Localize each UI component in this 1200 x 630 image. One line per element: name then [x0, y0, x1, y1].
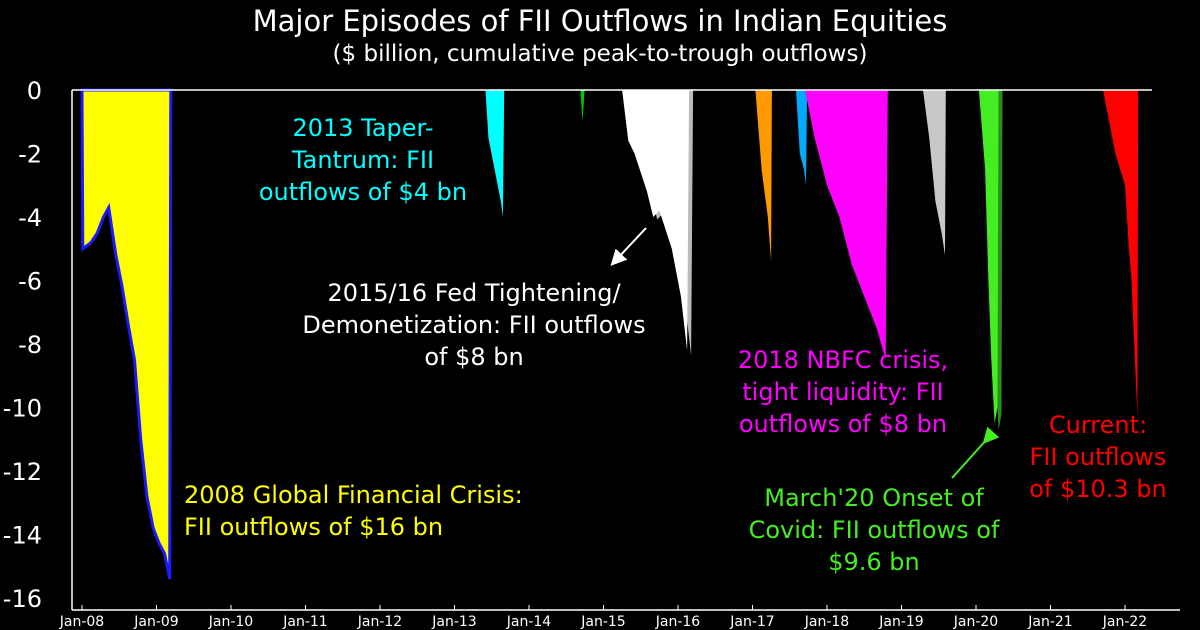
chart-title: Major Episodes of FII Outflows in Indian…: [252, 4, 948, 38]
y-tick-label: -12: [3, 458, 42, 486]
annotation-nbfc-crisis: 2018 NBFC crisis, tight liquidity: FII o…: [712, 344, 974, 440]
annotation-taper-tantrum: 2013 Taper- Tantrum: FII outflows of $4 …: [238, 112, 488, 208]
x-tick-label: Jan-10: [208, 614, 253, 630]
episode-area: [755, 90, 772, 262]
annotation-line: 2008 Global Financial Crisis:: [184, 481, 523, 509]
y-tick-label: -14: [3, 522, 42, 550]
x-tick-label: Jan-09: [133, 614, 178, 630]
annotation-arrows: [610, 227, 1000, 479]
annotation-line: 2013 Taper-: [292, 114, 434, 142]
annotation-covid: March'20 Onset of Covid: FII outflows of…: [728, 482, 1020, 578]
y-tick-label: -4: [18, 204, 42, 232]
x-tick-label: Jan-21: [1027, 614, 1072, 630]
annotation-line: Tantrum: FII: [291, 146, 435, 174]
episode-area: [485, 90, 505, 217]
x-tick-label: Jan-12: [357, 614, 402, 630]
episode-area: [622, 90, 690, 351]
y-tick-label: 0: [27, 77, 42, 105]
x-tick-label: Jan-19: [878, 614, 923, 630]
episode-area: [796, 90, 808, 186]
y-tick-label: -2: [18, 141, 42, 169]
episode-area: [1103, 90, 1139, 417]
episode-area: [978, 90, 999, 424]
episode-areas: [80, 88, 1139, 580]
annotation-line: March'20 Onset of: [764, 484, 984, 512]
x-tick-label: Jan-13: [431, 614, 476, 630]
x-tick-label: Jan-17: [729, 614, 774, 630]
annotation-line: tight liquidity: FII: [742, 378, 944, 406]
y-tick-label: -6: [18, 268, 42, 296]
x-tick-label: Jan-16: [655, 614, 701, 630]
annotation-line: Current:: [1048, 411, 1148, 439]
episode-area: [805, 90, 888, 360]
annotation-current: Current: FII outflows of $10.3 bn: [1008, 409, 1188, 505]
annotation-line: outflows of $4 bn: [258, 178, 468, 206]
x-tick-label: Jan-11: [282, 614, 327, 630]
annotation-fed-tightening: 2015/16 Fed Tightening/ Demonetization: …: [268, 277, 680, 373]
annotation-line: Demonetization: FII outflows: [302, 311, 646, 339]
annotation-line: 2018 NBFC crisis,: [737, 346, 949, 374]
annotation-line: of $10.3 bn: [1029, 475, 1167, 503]
annotation-line: FII outflows: [1029, 443, 1167, 471]
annotation-line: of $8 bn: [424, 343, 524, 371]
axes: 0 -2 -4 -6 -8 -10 -12 -14 -16 Jan-08 Jan-09 Jan-10 J…: [3, 77, 1180, 630]
arrow-fed: [610, 227, 647, 266]
annotation-line: outflows of $8 bn: [738, 410, 948, 438]
x-tick-label: Jan-14: [506, 614, 552, 630]
y-tick-label: -10: [3, 395, 42, 423]
x-tick-label: Jan-18: [804, 614, 849, 630]
annotation-line: $9.6 bn: [828, 548, 920, 576]
episode-area: [80, 88, 173, 580]
annotation-line: Covid: FII outflows of: [748, 516, 1000, 544]
annotation-line: FII outflows of $16 bn: [184, 513, 444, 541]
annotation-gfc: 2008 Global Financial Crisis: FII outflo…: [184, 479, 523, 543]
x-tick-label: Jan-08: [59, 614, 104, 630]
annotation-line: 2015/16 Fed Tightening/: [327, 279, 621, 307]
x-tick-label: Jan-20: [953, 614, 998, 630]
chart-subtitle: ($ billion, cumulative peak-to-trough ou…: [332, 41, 868, 67]
y-tick-label: -8: [18, 331, 42, 359]
x-tick-label: Jan-15: [580, 614, 625, 630]
arrow-covid: [951, 426, 1000, 479]
episode-area: [923, 90, 946, 256]
x-tick-label: Jan-22: [1102, 614, 1147, 630]
episode-area: [580, 90, 585, 122]
y-tick-label: -16: [3, 585, 42, 613]
